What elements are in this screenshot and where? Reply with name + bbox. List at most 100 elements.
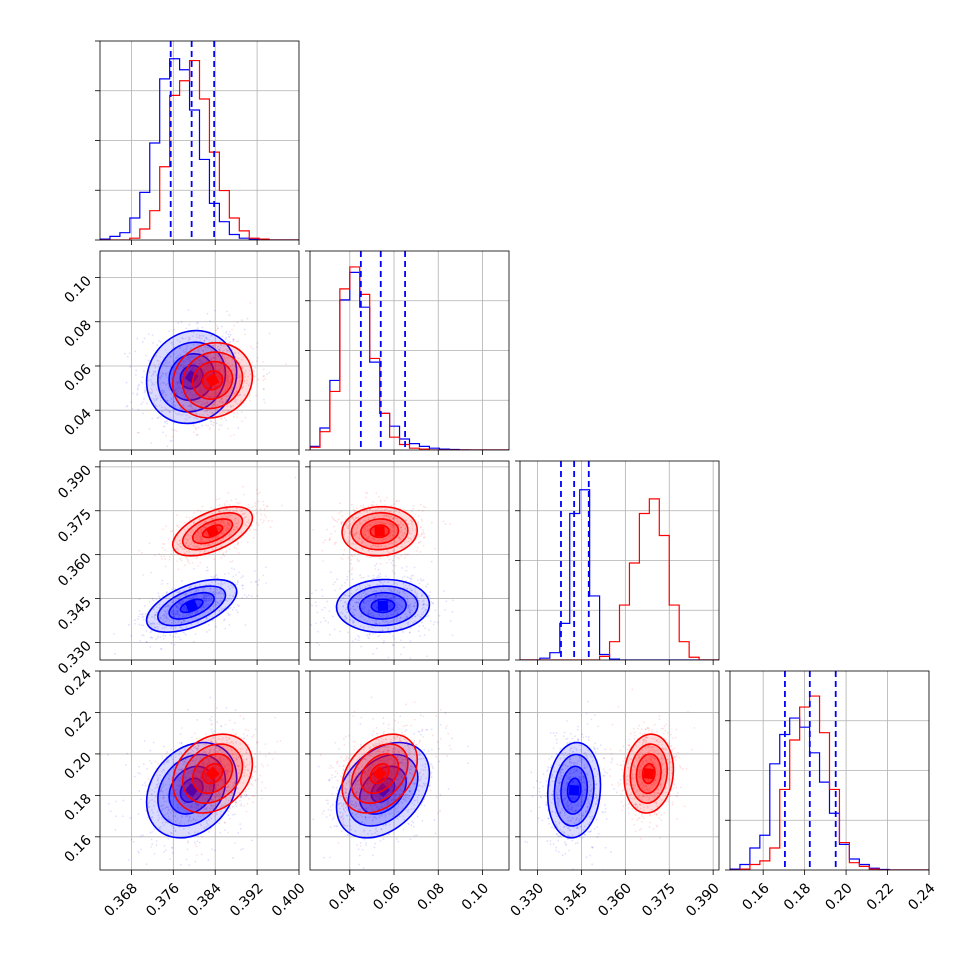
sample-point <box>235 609 238 611</box>
sample-point <box>172 609 175 612</box>
sample-point <box>368 508 371 511</box>
sample-point <box>220 532 222 535</box>
sample-point <box>210 786 213 789</box>
sample-point <box>388 510 391 513</box>
sample-point <box>409 657 412 660</box>
sample-point <box>159 415 162 418</box>
sample-point <box>163 851 165 853</box>
sample-point <box>138 383 141 386</box>
sample-point <box>184 594 187 597</box>
sample-point <box>177 621 180 624</box>
sample-point <box>194 408 197 411</box>
sample-point <box>383 515 386 518</box>
sample-point <box>392 603 394 606</box>
contour-1 <box>341 505 419 557</box>
sample-point <box>195 534 198 536</box>
sample-point <box>351 619 354 622</box>
sample-point <box>372 521 374 524</box>
sample-point <box>178 602 181 604</box>
sample-point <box>185 550 188 553</box>
sample-point <box>225 330 228 333</box>
sample-point <box>451 610 454 613</box>
sample-point <box>206 410 209 413</box>
sample-point <box>198 391 200 393</box>
sample-point <box>379 510 382 513</box>
sample-point <box>208 411 211 413</box>
sample-point <box>256 360 258 363</box>
sample-point <box>388 558 391 561</box>
sample-point <box>144 613 147 616</box>
sample-point <box>155 844 158 847</box>
sample-point <box>191 749 194 752</box>
sample-point <box>189 366 191 369</box>
sample-point <box>423 536 426 539</box>
sample-point <box>202 598 205 601</box>
sample-point <box>203 411 206 413</box>
sample-point <box>209 599 212 601</box>
sample-point <box>229 381 232 384</box>
sample-point <box>184 802 186 805</box>
sample-point <box>226 374 229 376</box>
sample-point <box>408 611 411 614</box>
sample-point <box>220 325 223 328</box>
sample-point <box>148 428 151 430</box>
sample-point <box>178 601 181 604</box>
sample-point <box>226 388 229 391</box>
sample-point <box>228 341 230 344</box>
sample-point <box>212 608 215 611</box>
sample-point <box>202 605 205 608</box>
sample-point <box>215 535 218 538</box>
sample-point <box>406 587 409 590</box>
sample-point <box>154 404 157 407</box>
sample-point <box>184 748 187 751</box>
sample-point <box>262 388 265 390</box>
sample-point <box>361 548 364 551</box>
sample-point <box>200 853 203 856</box>
sample-point <box>180 768 183 771</box>
sample-point <box>183 599 185 602</box>
sample-point <box>153 852 156 855</box>
contour-1 <box>201 524 224 539</box>
sample-point <box>355 597 358 600</box>
sample-point <box>225 399 228 401</box>
sample-point <box>205 616 208 619</box>
sample-point <box>396 606 398 609</box>
panel-3-3: 0.16 0.18 0.20 0.22 0.24 <box>725 670 939 914</box>
sample-point <box>227 375 230 377</box>
sample-point <box>373 538 376 541</box>
sample-point <box>229 587 231 590</box>
sample-point <box>406 576 409 579</box>
sample-point <box>369 613 371 616</box>
sample-point <box>224 359 227 362</box>
sample-point <box>372 614 374 617</box>
sample-point <box>187 613 190 616</box>
sample-point <box>200 529 203 532</box>
sample-point <box>368 536 370 539</box>
sample-point <box>421 607 424 610</box>
sample-point <box>379 557 381 560</box>
sample-point <box>384 528 387 531</box>
sample-point <box>179 626 182 629</box>
sample-point <box>193 773 196 776</box>
sample-point <box>225 419 227 422</box>
sample-point <box>366 511 368 514</box>
sample-point <box>186 538 188 541</box>
sample-point <box>187 820 190 822</box>
sample-point <box>227 370 229 373</box>
sample-point <box>312 528 315 531</box>
sample-point <box>375 504 378 507</box>
sample-point <box>377 593 380 596</box>
sample-point <box>332 517 334 520</box>
sample-point <box>189 416 192 418</box>
sample-point <box>237 831 240 834</box>
sample-point <box>207 824 209 826</box>
sample-point <box>177 568 180 571</box>
sample-point <box>202 540 204 543</box>
sample-point <box>347 536 350 539</box>
sample-point <box>154 626 157 629</box>
sample-point <box>375 595 377 598</box>
sample-point <box>426 655 428 658</box>
sample-point <box>220 760 222 762</box>
sample-point <box>239 379 242 382</box>
hist-series-1 <box>730 695 929 870</box>
